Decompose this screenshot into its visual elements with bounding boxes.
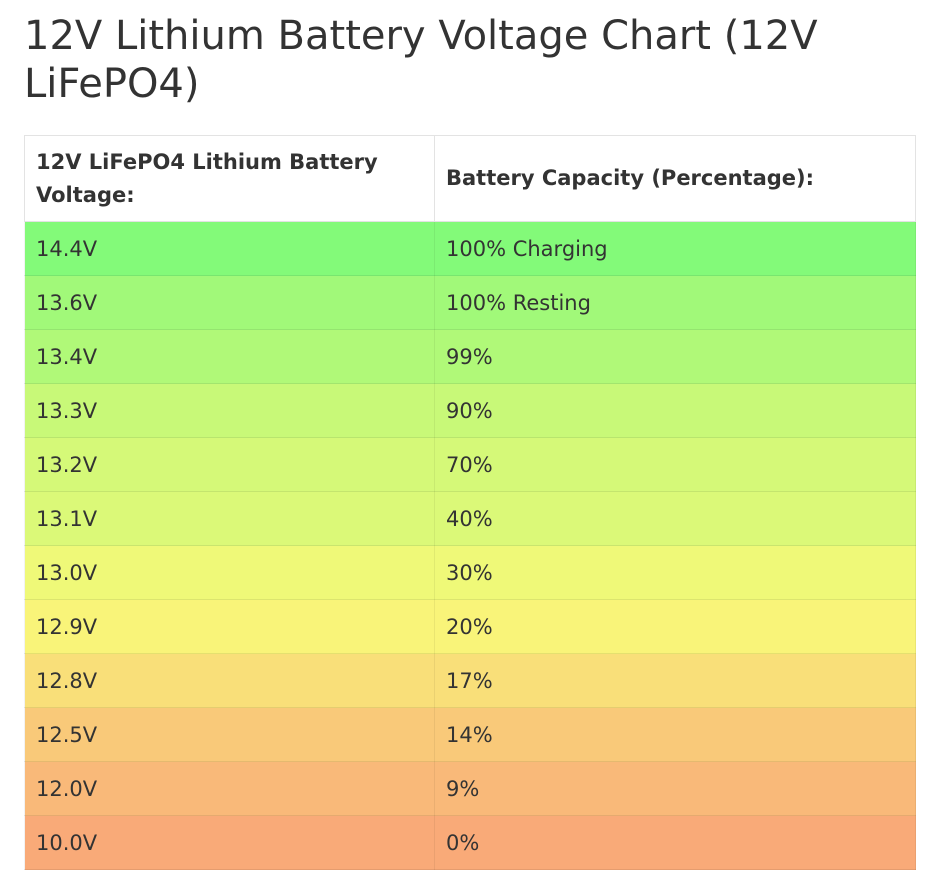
capacity-cell: 100% Resting xyxy=(434,275,916,330)
voltage-cell: 14.4V xyxy=(24,221,435,276)
table-header-row: 12V LiFePO4 Lithium Battery Voltage: Bat… xyxy=(24,135,916,222)
voltage-cell: 13.0V xyxy=(24,545,435,600)
table-row: 12.5V 14% xyxy=(24,707,916,762)
voltage-cell: 12.9V xyxy=(24,599,435,654)
table-row: 14.4V 100% Charging xyxy=(24,221,916,276)
capacity-cell: 70% xyxy=(434,437,916,492)
table-row: 13.1V 40% xyxy=(24,491,916,546)
table-row: 13.0V 30% xyxy=(24,545,916,600)
table-row: 13.6V 100% Resting xyxy=(24,275,916,330)
voltage-cell: 12.8V xyxy=(24,653,435,708)
capacity-cell: 17% xyxy=(434,653,916,708)
voltage-cell: 13.2V xyxy=(24,437,435,492)
capacity-cell: 20% xyxy=(434,599,916,654)
table-row: 12.8V 17% xyxy=(24,653,916,708)
voltage-cell: 13.4V xyxy=(24,329,435,384)
table-row: 13.2V 70% xyxy=(24,437,916,492)
voltage-column-header: 12V LiFePO4 Lithium Battery Voltage: xyxy=(24,135,435,222)
table-row: 10.0V 0% xyxy=(24,815,916,870)
table-row: 12.9V 20% xyxy=(24,599,916,654)
table-row: 12.0V 9% xyxy=(24,761,916,816)
capacity-cell: 40% xyxy=(434,491,916,546)
capacity-cell: 99% xyxy=(434,329,916,384)
table-row: 13.3V 90% xyxy=(24,383,916,438)
capacity-cell: 100% Charging xyxy=(434,221,916,276)
capacity-cell: 90% xyxy=(434,383,916,438)
capacity-cell: 0% xyxy=(434,815,916,870)
table-row: 13.4V 99% xyxy=(24,329,916,384)
voltage-cell: 13.6V xyxy=(24,275,435,330)
voltage-cell: 12.0V xyxy=(24,761,435,816)
capacity-column-header: Battery Capacity (Percentage): xyxy=(434,135,916,222)
voltage-cell: 12.5V xyxy=(24,707,435,762)
voltage-cell: 13.1V xyxy=(24,491,435,546)
voltage-cell: 10.0V xyxy=(24,815,435,870)
capacity-cell: 14% xyxy=(434,707,916,762)
page-title: 12V Lithium Battery Voltage Chart (12V L… xyxy=(24,13,818,107)
capacity-cell: 9% xyxy=(434,761,916,816)
capacity-cell: 30% xyxy=(434,545,916,600)
voltage-cell: 13.3V xyxy=(24,383,435,438)
voltage-capacity-table: 12V LiFePO4 Lithium Battery Voltage: Bat… xyxy=(24,135,916,870)
